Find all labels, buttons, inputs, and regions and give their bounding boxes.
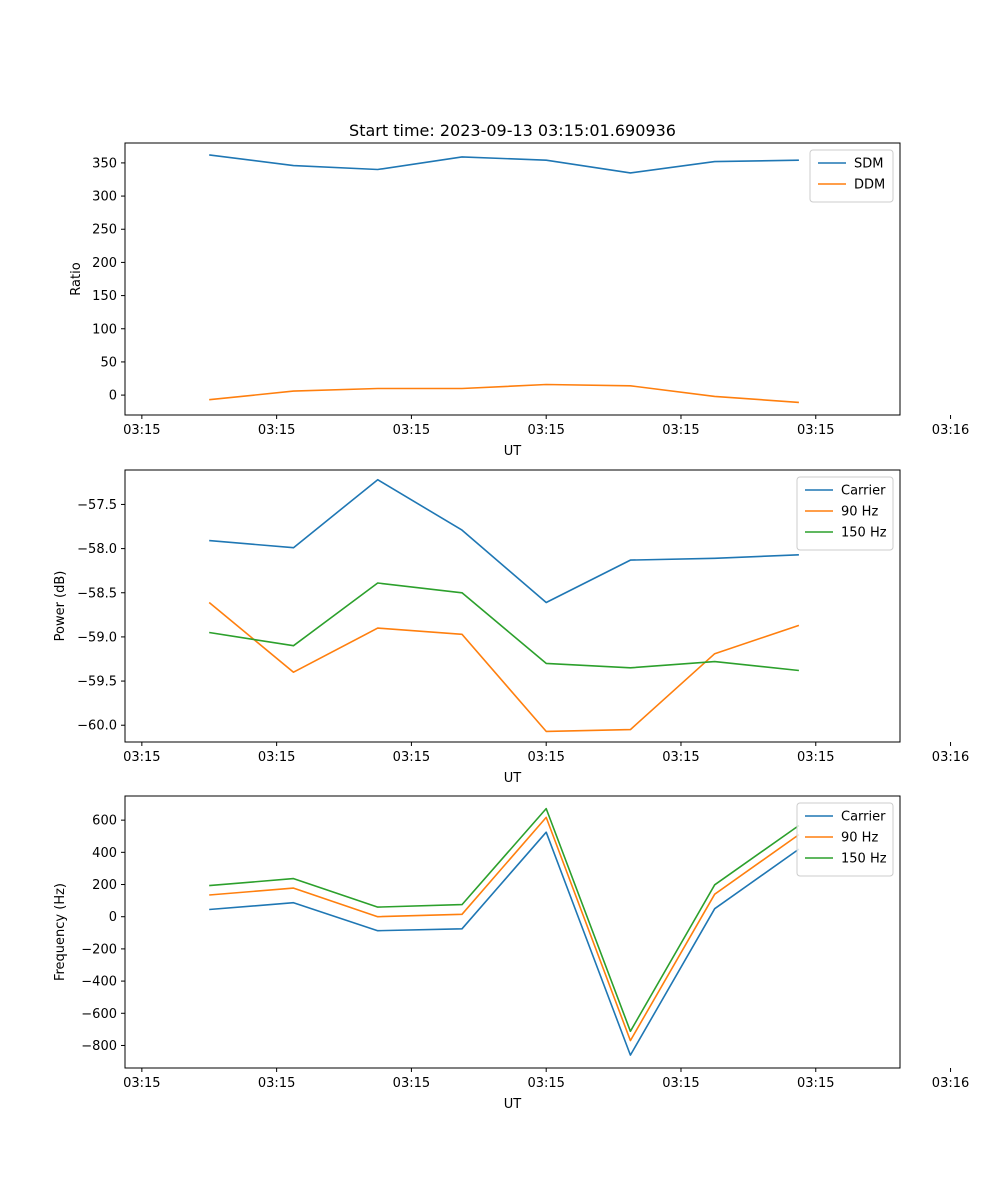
x-tick-label: 03:15 — [393, 750, 430, 765]
y-tick-label: 100 — [92, 322, 117, 337]
y-tick-label: −59.0 — [77, 630, 117, 645]
x-tick-label: 03:15 — [123, 750, 160, 765]
axes-frame — [124, 469, 901, 743]
y-tick-label: −800 — [81, 1039, 117, 1054]
legend-label: SDM — [854, 157, 883, 172]
y-tick-label: 200 — [92, 878, 117, 893]
x-tick-label: 03:15 — [393, 1076, 430, 1091]
x-tick-label: 03:15 — [662, 423, 699, 438]
y-tick-label: −57.5 — [77, 498, 117, 513]
frequency-panel: 03:15 03:15 03:15 03:15 03:15 03:15 03:16 −800 −… — [53, 795, 969, 1112]
legend-label: 150 Hz — [841, 852, 887, 867]
y-tick-label: 350 — [92, 156, 117, 171]
series-line-90-hz — [208, 601, 800, 733]
x-axis-label: UT — [504, 1097, 522, 1112]
series-line-90-hz — [209, 816, 800, 1042]
figure-title: Start time: 2023-09-13 03:15:01.690936 — [349, 121, 676, 140]
x-tick-label: 03:15 — [393, 423, 430, 438]
x-tick-label: 03:15 — [797, 750, 834, 765]
y-tick-label: −58.5 — [77, 586, 117, 601]
y-tick-label: 0 — [109, 389, 117, 404]
x-tick-label: 03:15 — [662, 750, 699, 765]
x-tick-label: 03:16 — [932, 423, 969, 438]
y-tick-label: −58.0 — [77, 542, 117, 557]
legend-label: 150 Hz — [841, 526, 887, 541]
y-tick-label: −59.5 — [77, 675, 117, 690]
y-tick-label: 150 — [92, 289, 117, 304]
series-line-150-hz — [209, 582, 799, 672]
y-axis-label: Power (dB) — [53, 571, 68, 642]
x-tick-label: 03:15 — [258, 750, 295, 765]
x-tick-label: 03:15 — [527, 1076, 564, 1091]
ratio-panel: 03:15 03:15 03:15 03:15 03:15 03:15 03:16 0 50 10… — [69, 142, 969, 459]
x-tick-label: 03:15 — [123, 1076, 160, 1091]
x-tick-label: 03:15 — [123, 423, 160, 438]
series-line-ddm — [209, 383, 799, 404]
y-tick-label: 600 — [92, 814, 117, 829]
y-tick-label: 0 — [109, 910, 117, 925]
power-panel: 03:15 03:15 03:15 03:15 03:15 03:15 03:16 −60.0… — [53, 469, 969, 786]
series-line-carrier — [209, 831, 800, 1056]
y-tick-label: 250 — [92, 223, 117, 238]
x-tick-label: 03:15 — [258, 1076, 295, 1091]
y-tick-label: 400 — [92, 846, 117, 861]
y-axis-label: Ratio — [69, 262, 84, 295]
x-tick-label: 03:15 — [797, 423, 834, 438]
x-axis-label: UT — [504, 771, 522, 786]
series-line-carrier — [209, 478, 799, 604]
x-tick-label: 03:15 — [527, 423, 564, 438]
legend-label: 90 Hz — [841, 505, 878, 520]
legend-label: Carrier — [841, 484, 886, 499]
axes-frame — [124, 795, 901, 1069]
x-tick-label: 03:15 — [797, 1076, 834, 1091]
y-tick-label: −200 — [81, 942, 117, 957]
x-tick-label: 03:15 — [662, 1076, 699, 1091]
x-tick-label: 03:15 — [527, 750, 564, 765]
x-axis-label: UT — [504, 444, 522, 459]
legend-label: 90 Hz — [841, 831, 878, 846]
y-tick-label: −400 — [81, 975, 117, 990]
y-tick-label: 300 — [92, 190, 117, 205]
y-tick-label: −600 — [81, 1007, 117, 1022]
legend-label: Carrier — [841, 810, 886, 825]
x-tick-label: 03:16 — [932, 1076, 969, 1091]
y-axis-label: Frequency (Hz) — [53, 883, 68, 981]
x-tick-label: 03:15 — [258, 423, 295, 438]
legend-label: DDM — [854, 178, 885, 193]
series-line-150-hz — [209, 807, 800, 1033]
series-line-sdm — [209, 154, 799, 174]
y-tick-label: −60.0 — [77, 719, 117, 734]
y-tick-label: 200 — [92, 256, 117, 271]
axes-frame — [124, 142, 901, 416]
y-tick-label: 50 — [100, 355, 117, 370]
x-tick-label: 03:16 — [932, 750, 969, 765]
